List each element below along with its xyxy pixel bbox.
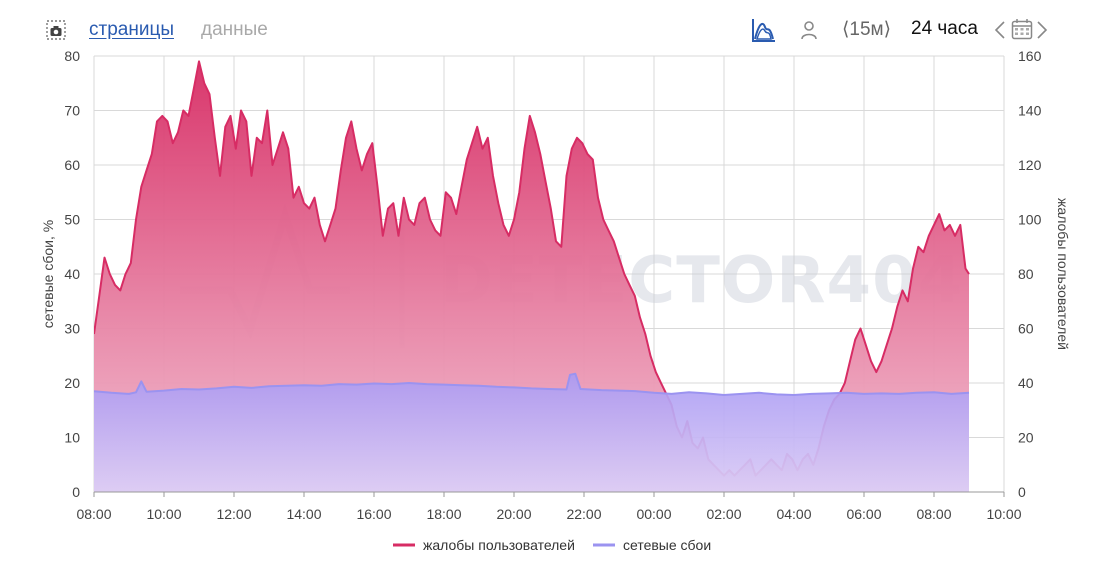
granularity-selector[interactable]: ⟨15м⟩ — [842, 19, 892, 40]
area-chart-icon[interactable] — [751, 17, 777, 43]
x-tick-label: 22:00 — [566, 506, 601, 522]
toolbar: страницы данные ⟨15м⟩ 24 часа — [0, 0, 1104, 58]
y-right-tick-label: 120 — [1018, 157, 1042, 173]
y-right-axis-title: жалобы пользователей — [1055, 198, 1071, 350]
x-tick-label: 04:00 — [776, 506, 811, 522]
x-tick-label: 12:00 — [216, 506, 251, 522]
axes: 0 0 10 20 20 40 30 60 40 80 50 100 60 120 70 140 80 160 08… — [40, 48, 1071, 522]
y-left-tick-label: 20 — [64, 375, 80, 391]
y-left-tick-label: 10 — [64, 430, 80, 446]
y-left-tick-label: 70 — [64, 103, 80, 119]
y-left-tick-label: 50 — [64, 212, 80, 228]
y-right-tick-label: 80 — [1018, 266, 1034, 282]
y-left-tick-label: 0 — [72, 484, 80, 500]
camera-icon[interactable] — [46, 20, 66, 40]
chevron-left-icon[interactable] — [994, 20, 1006, 40]
calendar-icon[interactable] — [1011, 18, 1033, 40]
y-right-tick-label: 60 — [1018, 321, 1034, 337]
x-tick-label: 08:00 — [76, 506, 111, 522]
y-right-tick-label: 140 — [1018, 103, 1042, 119]
tab-pages[interactable]: страницы — [89, 19, 174, 40]
x-tick-label: 14:00 — [286, 506, 321, 522]
range-selector[interactable]: 24 часа — [911, 18, 978, 39]
y-left-tick-label: 80 — [64, 48, 80, 64]
outages-area — [94, 373, 969, 492]
tab-data[interactable]: данные — [201, 19, 268, 40]
x-tick-label: 16:00 — [356, 506, 391, 522]
x-tick-label: 10:00 — [146, 506, 181, 522]
y-right-tick-label: 160 — [1018, 48, 1042, 64]
x-tick-label: 06:00 — [846, 506, 881, 522]
x-tick-label: 00:00 — [636, 506, 671, 522]
y-left-axis-title: сетевые сбои, % — [40, 220, 56, 328]
y-right-tick-label: 40 — [1018, 375, 1034, 391]
x-tick-label: 20:00 — [496, 506, 531, 522]
series-layer — [94, 60, 970, 492]
legend-complaints-label: жалобы пользователей — [423, 537, 575, 553]
x-tick-label: 18:00 — [426, 506, 461, 522]
x-tick-label: 10:00 — [986, 506, 1021, 522]
y-right-tick-label: 20 — [1018, 430, 1034, 446]
chevron-right-icon[interactable] — [1036, 20, 1048, 40]
legend-outages-label: сетевые сбои — [623, 537, 711, 553]
y-left-tick-label: 30 — [64, 321, 80, 337]
user-icon[interactable] — [800, 20, 818, 40]
outages-line — [94, 372, 970, 396]
y-left-tick-label: 60 — [64, 157, 80, 173]
y-right-tick-label: 100 — [1018, 212, 1042, 228]
complaints-area — [94, 61, 969, 492]
x-tick-label: 02:00 — [706, 506, 741, 522]
x-tick-label: 08:00 — [916, 506, 951, 522]
y-right-tick-label: 0 — [1018, 484, 1026, 500]
y-left-tick-label: 40 — [64, 266, 80, 282]
legend: жалобы пользователей сетевые сбои — [393, 537, 711, 553]
